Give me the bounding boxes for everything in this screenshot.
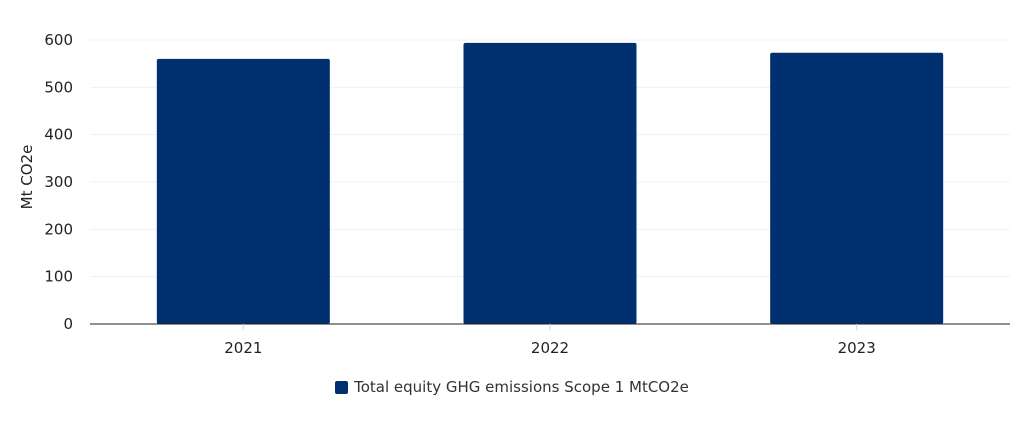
bar-chart: 0 100 200 300 400 500 600 2021 2022 2023 Mt CO2e bbox=[18, 31, 1010, 357]
y-axis-ticks: 0 100 200 300 400 500 600 bbox=[44, 31, 73, 333]
legend-item[interactable]: Total equity GHG emissions Scope 1 MtCO2… bbox=[335, 378, 689, 396]
y-tick-label: 0 bbox=[63, 315, 73, 333]
bar-2023[interactable] bbox=[770, 52, 944, 324]
bar-2021[interactable] bbox=[156, 58, 330, 324]
bars bbox=[156, 42, 944, 325]
legend-swatch bbox=[335, 380, 349, 394]
x-axis-ticks: 2021 2022 2023 bbox=[224, 324, 876, 357]
bar-2022[interactable] bbox=[463, 42, 637, 325]
legend-label: Total equity GHG emissions Scope 1 MtCO2… bbox=[354, 378, 689, 396]
y-tick-label: 400 bbox=[44, 126, 73, 144]
y-tick-label: 500 bbox=[44, 78, 73, 96]
y-tick-label: 300 bbox=[44, 173, 73, 191]
x-tick-label: 2023 bbox=[838, 339, 876, 357]
y-tick-label: 100 bbox=[44, 268, 73, 286]
y-tick-label: 200 bbox=[44, 220, 73, 238]
legend: Total equity GHG emissions Scope 1 MtCO2… bbox=[0, 378, 1024, 396]
x-tick-label: 2022 bbox=[531, 339, 569, 357]
x-tick-label: 2021 bbox=[224, 339, 262, 357]
y-axis-title: Mt CO2e bbox=[18, 145, 36, 210]
y-tick-label: 600 bbox=[44, 31, 73, 49]
